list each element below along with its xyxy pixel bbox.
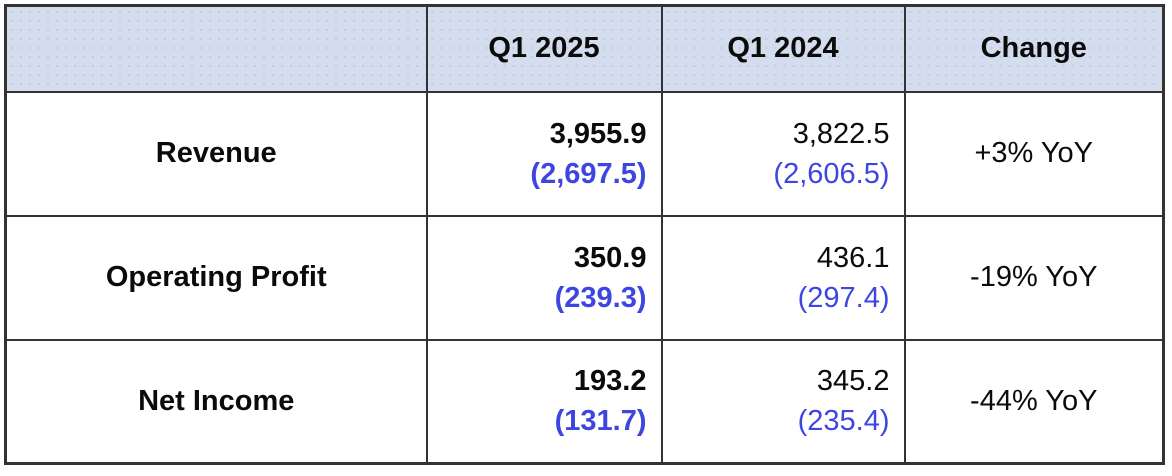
cell-operating-profit-q1-2024: 436.1 (297.4) <box>660 214 906 341</box>
financial-comparison-table: Q1 2025 Q1 2024 Change Revenue 3,955.9 (… <box>4 4 1165 465</box>
row-label-operating-profit: Operating Profit <box>4 214 428 341</box>
value-secondary: (235.4) <box>797 405 890 438</box>
financial-comparison-table-container: Q1 2025 Q1 2024 Change Revenue 3,955.9 (… <box>4 4 1165 465</box>
table-row-operating-profit: Operating Profit 350.9 (239.3) 436.1 (29… <box>4 214 1165 341</box>
cell-revenue-q1-2024: 3,822.5 (2,606.5) <box>660 90 906 217</box>
value-main: 345.2 <box>816 365 890 398</box>
cell-net-income-q1-2024: 345.2 (235.4) <box>660 338 906 465</box>
value-main: 3,822.5 <box>792 117 890 150</box>
value-secondary: (2,697.5) <box>530 157 647 190</box>
value-main: 350.9 <box>573 241 647 274</box>
column-header-metric <box>4 4 428 93</box>
value-secondary: (2,606.5) <box>773 157 890 190</box>
column-header-q1-2024: Q1 2024 <box>660 4 906 93</box>
cell-revenue-change: +3% YoY <box>903 90 1165 217</box>
cell-net-income-change: -44% YoY <box>903 338 1165 465</box>
row-label-revenue: Revenue <box>4 90 428 217</box>
row-label-net-income: Net Income <box>4 338 428 465</box>
table-row-net-income: Net Income 193.2 (131.7) 345.2 (235.4) -… <box>4 338 1165 465</box>
cell-operating-profit-change: -19% YoY <box>903 214 1165 341</box>
value-main: 193.2 <box>573 365 647 398</box>
value-secondary: (297.4) <box>797 281 890 314</box>
value-main: 3,955.9 <box>549 117 647 150</box>
value-secondary: (239.3) <box>554 281 647 314</box>
table-row-revenue: Revenue 3,955.9 (2,697.5) 3,822.5 (2,606… <box>4 90 1165 217</box>
value-main: 436.1 <box>816 241 890 274</box>
cell-revenue-q1-2025: 3,955.9 (2,697.5) <box>425 90 663 217</box>
cell-net-income-q1-2025: 193.2 (131.7) <box>425 338 663 465</box>
value-secondary: (131.7) <box>554 405 647 438</box>
column-header-change: Change <box>903 4 1165 93</box>
table-header-row: Q1 2025 Q1 2024 Change <box>4 4 1165 93</box>
cell-operating-profit-q1-2025: 350.9 (239.3) <box>425 214 663 341</box>
column-header-q1-2025: Q1 2025 <box>425 4 663 93</box>
